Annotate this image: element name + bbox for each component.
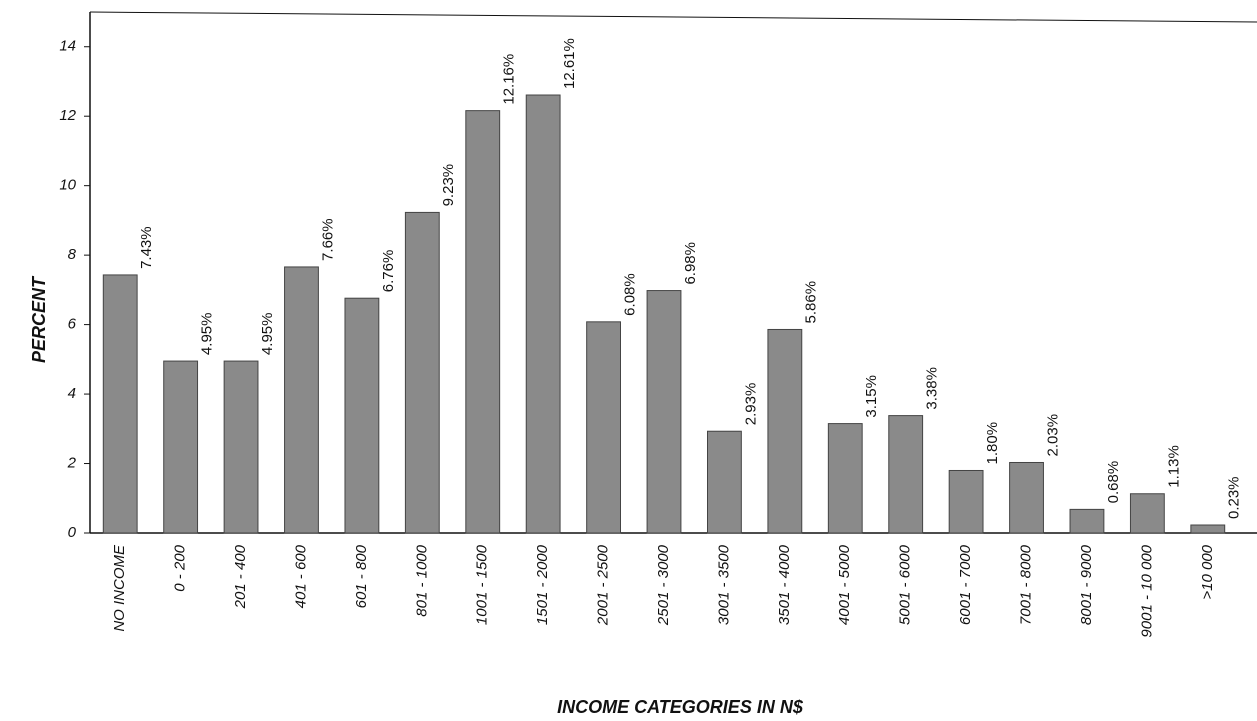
- y-tick-label: 4: [68, 385, 76, 402]
- y-tick-label: 14: [59, 38, 76, 55]
- x-tick-label: 7001 - 8000: [1017, 544, 1034, 625]
- y-axis-title: PERCENT: [29, 275, 49, 363]
- value-label: 2.03%: [1044, 414, 1061, 457]
- bar: [1190, 524, 1226, 534]
- value-label: 4.95%: [199, 313, 216, 356]
- value-label: 1.13%: [1165, 445, 1182, 488]
- x-tick-label: 0 - 200: [172, 544, 189, 591]
- y-tick-label: 2: [67, 455, 77, 472]
- y-tick-label: 12: [59, 107, 76, 124]
- bar: [767, 328, 803, 534]
- bar: [948, 469, 984, 534]
- value-label: 12.61%: [561, 38, 578, 89]
- bar: [102, 274, 138, 534]
- bar: [646, 290, 682, 534]
- y-tick-label: 10: [59, 177, 76, 194]
- value-label: 9.23%: [440, 164, 457, 207]
- x-tick-label: 8001 - 9000: [1078, 544, 1095, 625]
- bar: [163, 360, 199, 534]
- value-label: 2.93%: [742, 383, 759, 426]
- x-tick-label: 1001 - 1500: [474, 544, 491, 625]
- x-tick-label: 9001 - 10 000: [1138, 544, 1155, 637]
- bar: [284, 266, 319, 534]
- x-tick-label: >10 000: [1199, 544, 1216, 599]
- bar: [586, 321, 621, 534]
- x-tick-label: 2001 - 2500: [595, 544, 612, 626]
- bar: [888, 415, 924, 534]
- y-tick-label: 6: [68, 316, 77, 333]
- x-tick-label: 2501 - 3000: [655, 544, 672, 626]
- bar: [1009, 461, 1044, 534]
- value-label: 6.08%: [621, 273, 638, 316]
- bar: [223, 360, 259, 534]
- value-label: 1.80%: [984, 422, 1001, 465]
- value-label: 3.15%: [863, 375, 880, 418]
- x-tick-label: 4001 - 5000: [836, 544, 853, 625]
- bar: [707, 430, 742, 534]
- bar: [525, 94, 561, 534]
- value-label: 3.38%: [924, 367, 941, 410]
- y-tick-label: 8: [68, 246, 77, 263]
- value-label: 6.98%: [682, 242, 699, 285]
- x-tick-label: 401 - 600: [292, 544, 309, 608]
- value-label: 0.23%: [1226, 476, 1243, 519]
- x-tick-label: 6001 - 7000: [957, 544, 974, 625]
- x-tick-label: 1501 - 2000: [534, 544, 551, 625]
- x-tick-label: 3501 - 4000: [776, 544, 793, 625]
- value-label: 6.76%: [380, 250, 397, 293]
- bar: [1129, 493, 1165, 534]
- x-tick-label: 5001 - 6000: [897, 544, 914, 625]
- bar: [827, 423, 863, 534]
- value-label: 5.86%: [803, 281, 820, 324]
- bar: [1069, 508, 1105, 534]
- x-tick-label: 3001 - 3500: [715, 544, 732, 625]
- x-tick-label: NO INCOME: [111, 544, 128, 632]
- frame-top: [89, 11, 1257, 23]
- value-label: 4.95%: [259, 313, 276, 356]
- bar: [404, 211, 440, 534]
- bar: [344, 297, 380, 534]
- x-axis-title: INCOME CATEGORIES IN N$: [557, 697, 804, 717]
- value-label: 0.68%: [1105, 461, 1122, 504]
- y-tick-label: 0: [68, 524, 77, 541]
- bar: [465, 110, 501, 534]
- value-label: 7.66%: [319, 218, 336, 261]
- value-label: 7.43%: [138, 226, 155, 269]
- value-label: 12.16%: [501, 54, 518, 105]
- x-tick-label: 801 - 1000: [413, 544, 430, 616]
- x-tick-label: 201 - 400: [232, 544, 249, 609]
- x-tick-label: 601 - 800: [353, 544, 370, 608]
